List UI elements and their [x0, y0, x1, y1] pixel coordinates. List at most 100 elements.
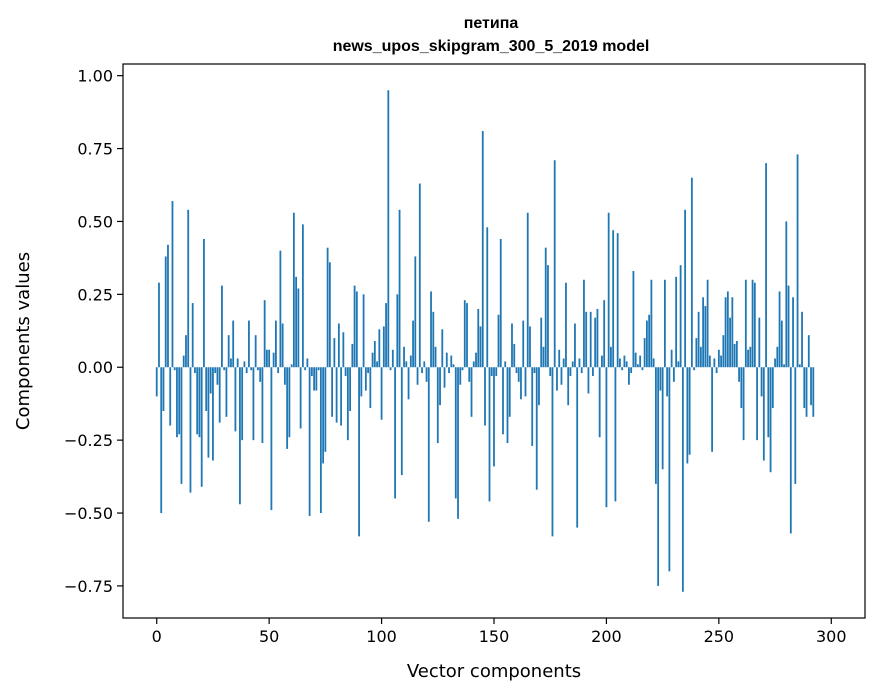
bar: [176, 367, 178, 438]
bar: [693, 367, 696, 371]
bar: [495, 367, 498, 376]
bar: [560, 367, 563, 385]
bar: [805, 367, 808, 417]
bar: [695, 338, 698, 368]
bar: [807, 335, 810, 368]
bar: [261, 367, 264, 444]
bar: [558, 349, 561, 368]
x-tick-label: 200: [591, 627, 622, 646]
bar: [756, 367, 758, 441]
bar: [403, 346, 405, 368]
bar: [796, 154, 799, 368]
y-tick-label: 0.50: [77, 212, 113, 231]
bar: [448, 367, 450, 374]
bar: [520, 367, 522, 400]
bar: [769, 367, 772, 473]
bar: [371, 352, 374, 368]
bar: [771, 367, 774, 409]
bar: [346, 367, 349, 441]
bar: [317, 367, 320, 371]
bar: [268, 349, 271, 368]
bar: [328, 262, 331, 368]
bar: [313, 367, 316, 391]
bar: [594, 317, 597, 368]
bar: [441, 329, 444, 368]
bar: [344, 367, 347, 376]
bar: [477, 308, 480, 368]
bar: [789, 367, 792, 534]
bar: [661, 367, 664, 470]
bar: [400, 367, 403, 476]
bar: [212, 367, 214, 461]
bar: [619, 358, 621, 368]
bar: [288, 367, 291, 438]
bar: [254, 335, 257, 368]
bar: [427, 367, 430, 522]
bar: [544, 247, 547, 368]
bar: [585, 311, 588, 368]
bar: [747, 349, 749, 368]
bar: [531, 367, 534, 446]
bar: [493, 367, 495, 467]
bar: [794, 367, 797, 484]
bar: [155, 367, 158, 397]
bar: [439, 367, 441, 406]
bar: [621, 367, 624, 371]
bar: [326, 247, 329, 368]
bar: [765, 163, 767, 368]
bar: [349, 367, 351, 411]
bar: [432, 311, 435, 368]
bar: [421, 367, 423, 374]
bar: [405, 361, 408, 368]
bar: [362, 294, 365, 368]
bar: [376, 361, 378, 368]
bar: [677, 361, 680, 368]
bar: [295, 276, 298, 368]
bar: [702, 297, 705, 368]
bar: [373, 341, 376, 368]
bar: [614, 367, 617, 502]
bar: [322, 367, 325, 464]
bar: [596, 308, 599, 368]
bar: [335, 367, 338, 423]
y-tick-label: −0.25: [64, 431, 113, 450]
bar: [648, 314, 651, 368]
bar: [178, 367, 181, 435]
bar: [398, 209, 401, 368]
bar: [430, 291, 432, 368]
bar: [191, 303, 194, 368]
bar: [409, 355, 412, 368]
bar: [252, 367, 255, 441]
bar: [652, 358, 655, 368]
bar: [506, 367, 509, 444]
bar: [171, 201, 174, 368]
bar: [412, 320, 414, 368]
bar: [812, 367, 815, 417]
bar: [389, 367, 392, 371]
bar: [182, 355, 185, 368]
bar: [690, 177, 693, 368]
y-tick-label: −0.50: [64, 504, 113, 523]
bar: [742, 367, 745, 441]
x-tick-label: 300: [816, 627, 847, 646]
bar: [445, 352, 448, 368]
bar: [340, 367, 342, 426]
bar: [196, 367, 199, 435]
bar: [205, 367, 208, 411]
bar: [753, 282, 756, 368]
bar: [628, 367, 630, 385]
bar: [490, 367, 493, 376]
bar: [711, 367, 713, 452]
bar: [189, 367, 192, 493]
bar: [774, 358, 776, 368]
y-tick-label: 0.00: [77, 358, 113, 377]
bar: [670, 349, 673, 368]
bar: [452, 364, 455, 368]
bar: [610, 346, 612, 368]
bar: [250, 367, 253, 371]
y-tick-label: −0.75: [64, 577, 113, 596]
bar: [515, 367, 518, 374]
bar: [394, 367, 396, 499]
